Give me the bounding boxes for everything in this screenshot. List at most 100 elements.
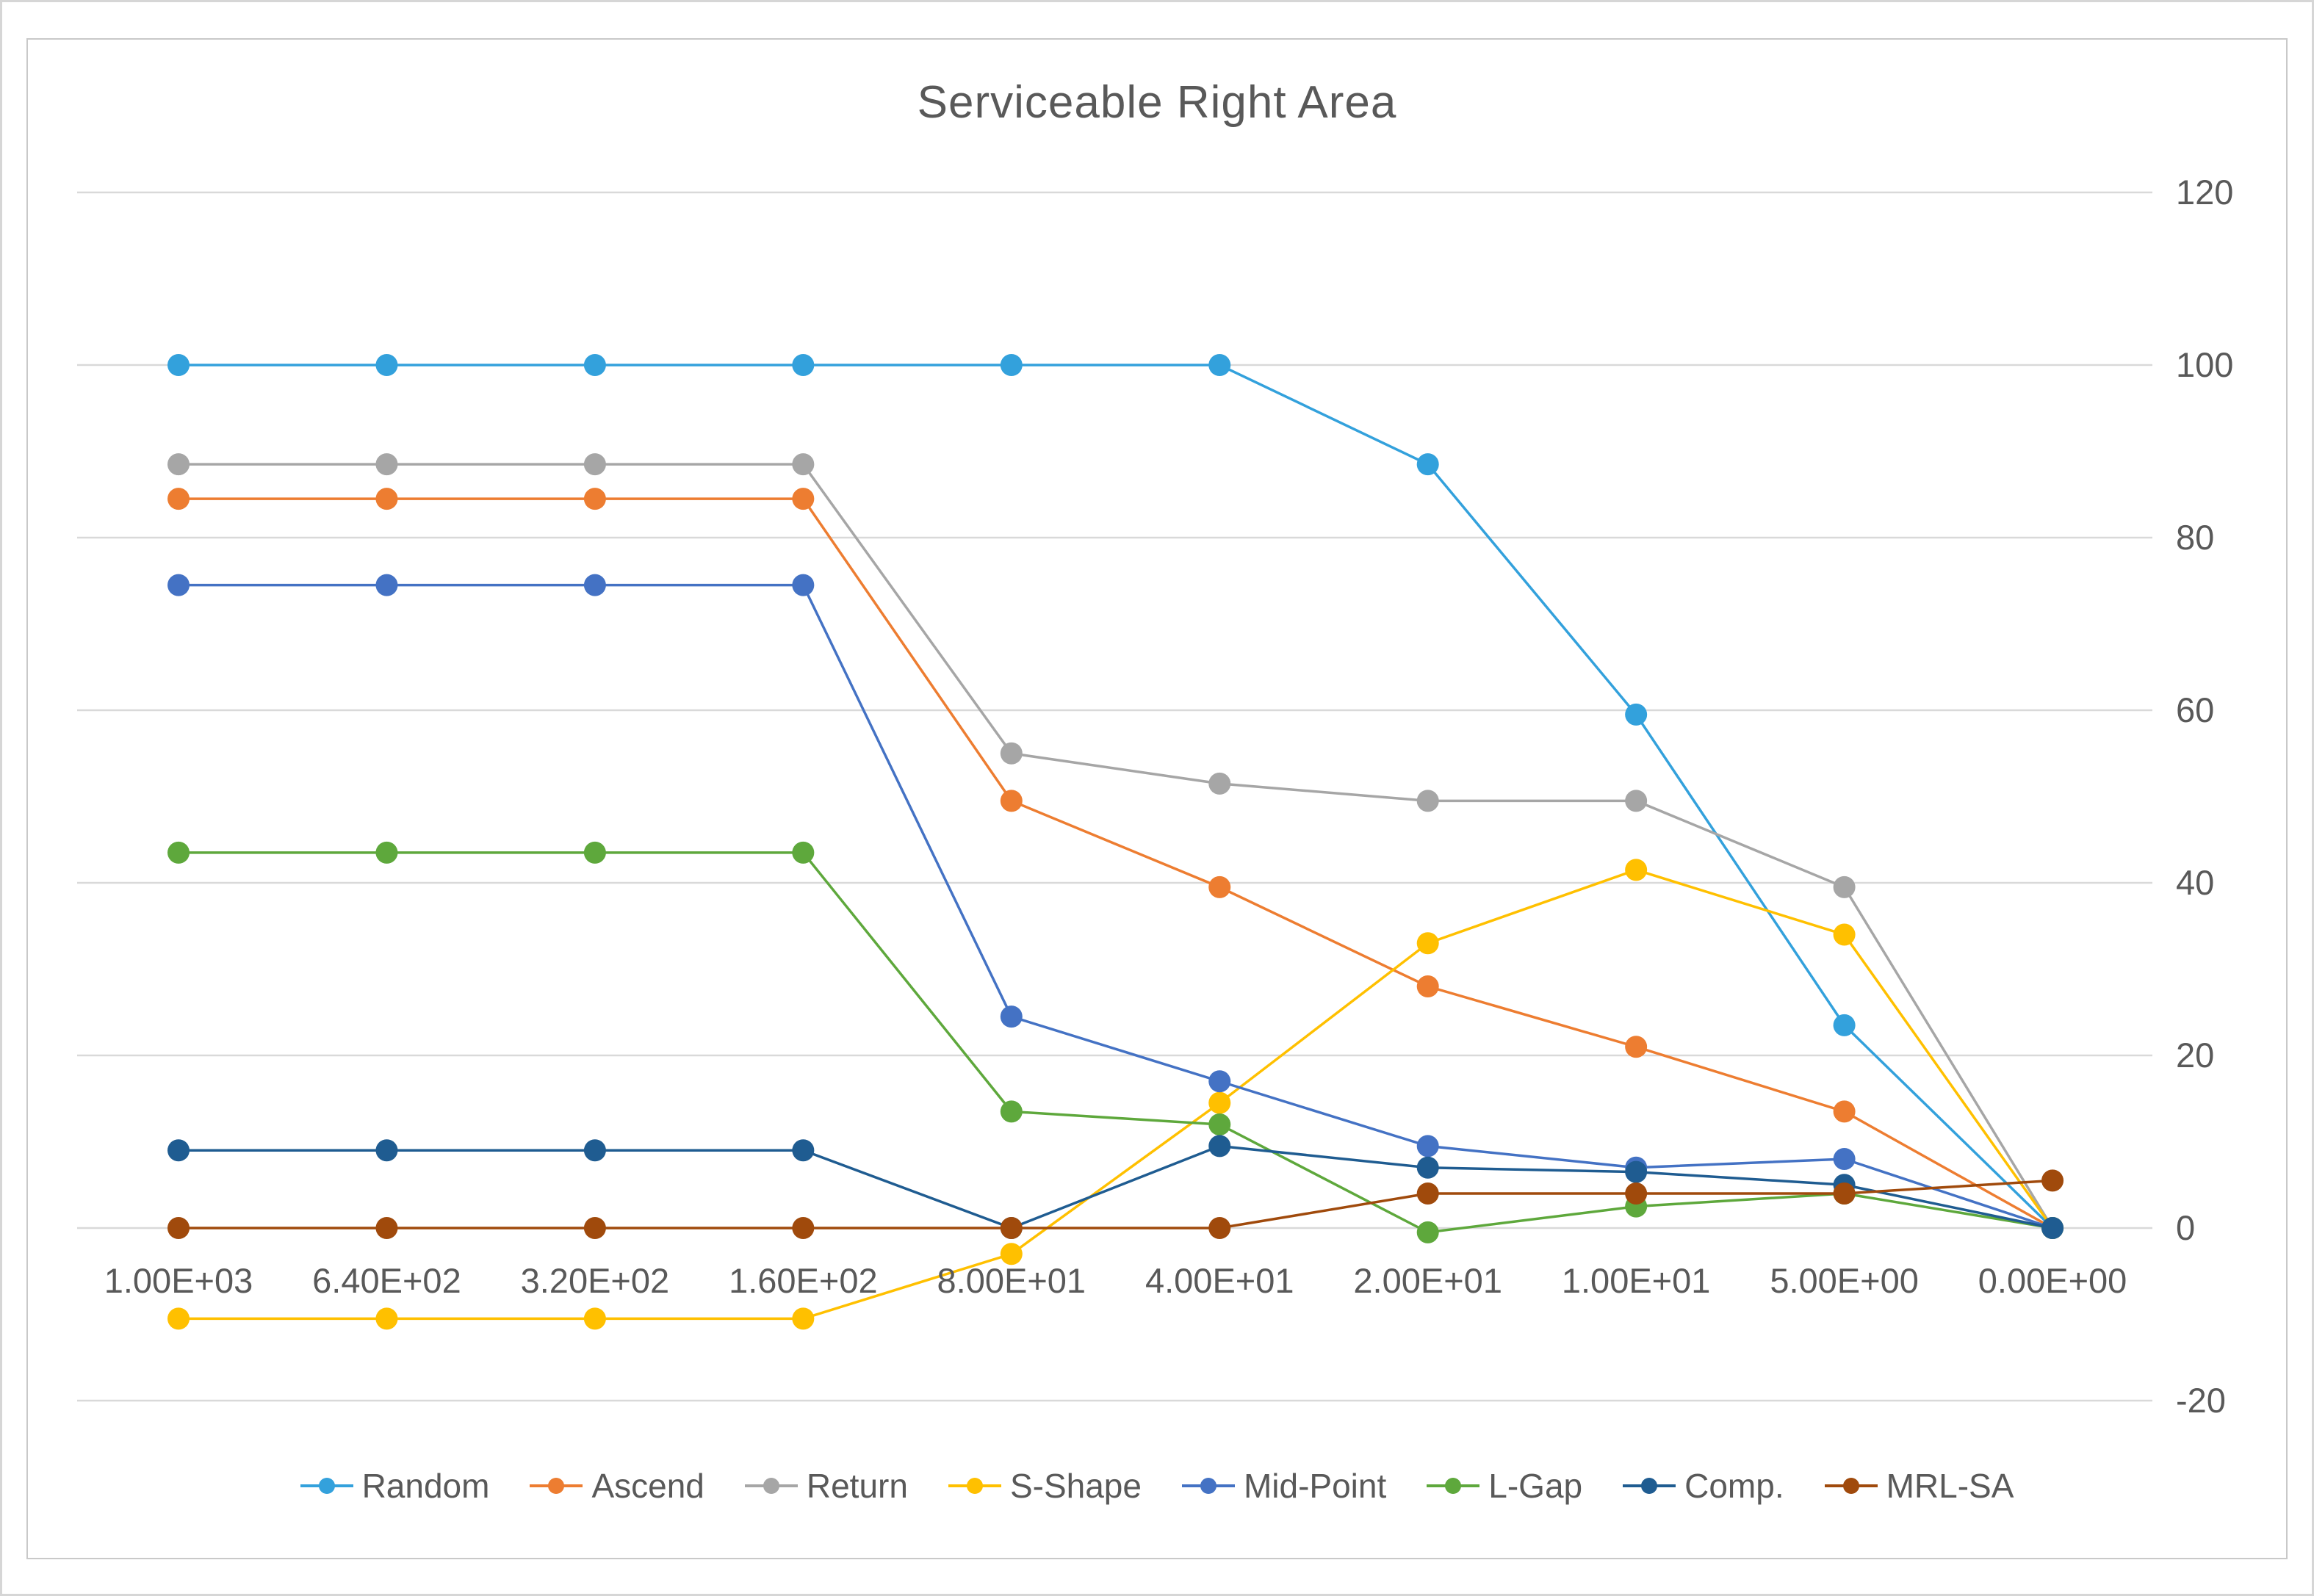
data-point-return-3 xyxy=(792,453,815,476)
x-axis-tick-label-3: 1.60E+02 xyxy=(729,1261,878,1300)
data-point-s-shape-3 xyxy=(792,1307,815,1330)
legend-label: MRL-SA xyxy=(1886,1467,2014,1505)
data-point-mid-point-1 xyxy=(375,574,398,596)
data-point-comp-6 xyxy=(1416,1156,1439,1179)
x-axis-tick-label-5: 4.00E+01 xyxy=(1145,1261,1294,1300)
data-point-ascend-2 xyxy=(583,488,606,510)
data-point-mrl-sa-6 xyxy=(1416,1182,1439,1205)
legend-item-mid-point: Mid-Point xyxy=(1181,1466,1387,1506)
data-point-l-gap-6 xyxy=(1416,1221,1439,1243)
data-point-ascend-3 xyxy=(792,488,815,510)
data-point-comp-1 xyxy=(375,1139,398,1162)
data-point-random-2 xyxy=(583,354,606,376)
data-point-mrl-sa-8 xyxy=(1833,1182,1856,1205)
series-random xyxy=(167,354,2064,1239)
data-point-comp-0 xyxy=(167,1139,190,1162)
legend-label: Mid-Point xyxy=(1243,1467,1387,1505)
data-point-ascend-7 xyxy=(1625,1036,1648,1058)
legend-item-s-shape: S-Shape xyxy=(948,1466,1142,1506)
data-point-mrl-sa-1 xyxy=(375,1217,398,1239)
legend-label: Return xyxy=(806,1467,908,1505)
legend-item-ascend: Ascend xyxy=(530,1466,704,1506)
series-l-gap xyxy=(167,841,2064,1243)
series-line-l-gap xyxy=(179,851,2053,1234)
data-point-comp-2 xyxy=(583,1139,606,1162)
data-point-mid-point-5 xyxy=(1208,1070,1231,1093)
legend-label: Random xyxy=(361,1467,490,1505)
series-line-mrl-sa xyxy=(179,1179,2053,1230)
data-point-mid-point-3 xyxy=(792,574,815,596)
data-point-mrl-sa-2 xyxy=(583,1217,606,1239)
y-axis-tick-label-120: 120 xyxy=(2176,173,2234,212)
data-point-l-gap-3 xyxy=(792,841,815,864)
data-point-return-0 xyxy=(167,453,190,476)
data-point-l-gap-4 xyxy=(1000,1100,1023,1123)
chart-title: Serviceable Right Area xyxy=(917,77,1397,128)
series-mrl-sa xyxy=(167,1169,2064,1239)
legend-marker-icon xyxy=(744,1475,798,1497)
series-comp xyxy=(167,1135,2064,1239)
data-point-ascend-5 xyxy=(1208,875,1231,898)
y-axis-tick-label-100: 100 xyxy=(2176,345,2234,384)
data-point-mid-point-4 xyxy=(1000,1005,1023,1028)
data-point-s-shape-5 xyxy=(1208,1091,1231,1114)
data-point-ascend-6 xyxy=(1416,975,1439,997)
series-line-s-shape xyxy=(179,868,2054,1321)
data-point-mrl-sa-5 xyxy=(1208,1217,1231,1239)
data-point-comp-5 xyxy=(1208,1135,1231,1158)
legend-item-mrl-sa: MRL-SA xyxy=(1824,1466,2014,1506)
legend-marker-icon xyxy=(300,1475,353,1497)
data-point-mrl-sa-3 xyxy=(792,1217,815,1239)
legend-item-comp: Comp. xyxy=(1623,1466,1784,1506)
data-point-l-gap-1 xyxy=(375,841,398,864)
data-point-return-2 xyxy=(583,453,606,476)
series-line-ascend xyxy=(179,497,2053,1230)
data-point-return-6 xyxy=(1416,790,1439,812)
data-point-return-7 xyxy=(1625,790,1648,812)
legend-label: Ascend xyxy=(591,1467,704,1505)
x-axis-tick-label-9: 0.00E+00 xyxy=(1978,1261,2127,1300)
y-axis-tick-label-40: 40 xyxy=(2176,863,2215,902)
data-point-random-0 xyxy=(167,354,190,376)
data-point-s-shape-7 xyxy=(1625,859,1648,881)
data-point-return-4 xyxy=(1000,742,1023,765)
y-axis-tick-label--20: -20 xyxy=(2176,1381,2226,1420)
data-point-return-5 xyxy=(1208,772,1231,795)
data-point-mrl-sa-4 xyxy=(1000,1217,1023,1239)
data-point-s-shape-8 xyxy=(1833,923,1856,946)
data-point-comp-7 xyxy=(1625,1160,1648,1183)
data-point-random-5 xyxy=(1208,354,1231,376)
data-point-random-3 xyxy=(792,354,815,376)
data-point-mid-point-0 xyxy=(167,574,190,596)
legend-marker-icon xyxy=(1427,1475,1480,1497)
legend-marker-icon xyxy=(948,1475,1001,1497)
legend-item-random: Random xyxy=(300,1466,490,1506)
legend-marker-icon xyxy=(1623,1475,1676,1497)
x-axis-tick-label-7: 1.00E+01 xyxy=(1561,1261,1711,1300)
data-point-return-8 xyxy=(1833,875,1856,898)
series-ascend xyxy=(167,488,2064,1239)
data-point-s-shape-4 xyxy=(1000,1243,1023,1265)
x-axis-tick-label-4: 8.00E+01 xyxy=(937,1261,1086,1300)
legend-item-l-gap: L-Gap xyxy=(1427,1466,1582,1506)
series-line-mid-point xyxy=(179,583,2053,1230)
series-line-return xyxy=(179,463,2054,1229)
data-point-mid-point-2 xyxy=(583,574,606,596)
series-mid-point xyxy=(167,574,2064,1239)
data-point-l-gap-0 xyxy=(167,841,190,864)
legend-label: Comp. xyxy=(1684,1467,1784,1505)
data-point-return-1 xyxy=(375,453,398,476)
chart-legend: Random Ascend Return S-Shape Mid-Point L-Gap C… xyxy=(44,1458,2270,1514)
x-axis-tick-label-6: 2.00E+01 xyxy=(1353,1261,1502,1300)
data-point-mid-point-8 xyxy=(1833,1148,1856,1170)
data-point-l-gap-5 xyxy=(1208,1113,1231,1135)
data-point-s-shape-1 xyxy=(375,1307,398,1330)
data-point-mrl-sa-7 xyxy=(1625,1182,1648,1205)
chart-area-border xyxy=(26,38,2288,1559)
data-point-s-shape-6 xyxy=(1416,932,1439,955)
data-point-l-gap-2 xyxy=(583,841,606,864)
data-point-random-1 xyxy=(375,354,398,376)
y-axis-tick-label-60: 60 xyxy=(2176,690,2215,729)
data-point-mrl-sa-0 xyxy=(167,1217,190,1239)
x-axis-tick-label-8: 5.00E+00 xyxy=(1770,1261,1919,1300)
